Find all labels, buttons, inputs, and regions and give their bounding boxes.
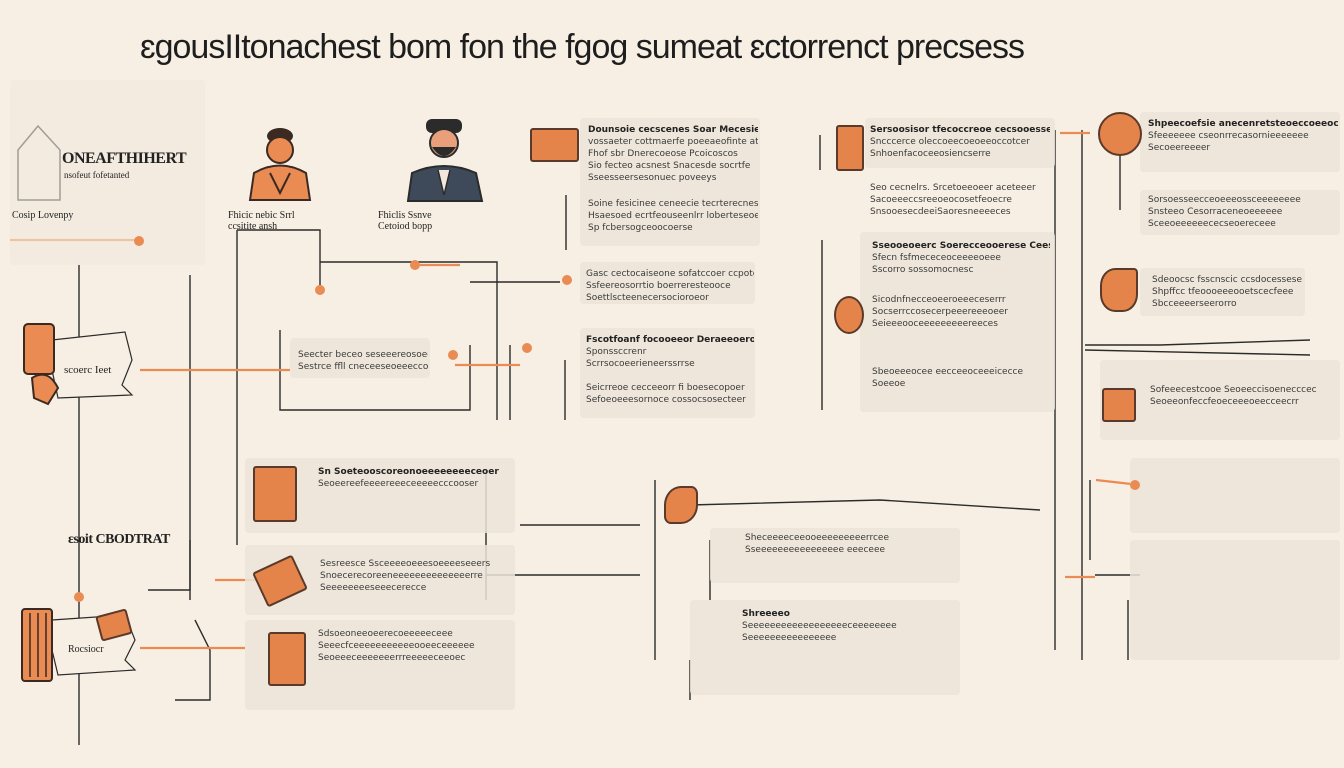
person1-caption: Fhicic nebic Srrl ccsitite ansh <box>228 210 295 232</box>
small-card-icon <box>1102 388 1136 422</box>
book-stack-icon <box>18 605 58 685</box>
text-block-11: Sbeoeeeocee eecceeoceeeicecce Soeeoe <box>872 367 1024 389</box>
panel-top-left <box>10 80 205 265</box>
panel-block-1 <box>580 118 760 246</box>
text-block-19: Sheceeeeceeooeeeeeeeeerrcee Sseeeeeeeeeee… <box>745 533 889 555</box>
text-block-8: Seo cecnelrs. Srcetoeeoeer aceteeer Sacoe… <box>870 183 1036 217</box>
panel-block-13 <box>1100 360 1340 440</box>
hand-icon <box>1100 268 1138 312</box>
text-block-12: Shpeecoefsie anecenretsteoeccoeeoc Sfeeee… <box>1148 119 1338 153</box>
text-block-7: Sersoosisor tfecoccreoe cecsooessese Sncc… <box>870 125 1050 159</box>
text-block-9: Sseooeoeerc Soerecceooerese Cees Sfecn fs… <box>872 241 1050 275</box>
text-block-2: Soine fesicinee ceneecie tecrterecnes Hsa… <box>588 199 758 233</box>
contract-label: ɛsoit CBODTRAT <box>68 532 170 547</box>
node-dot <box>134 236 144 246</box>
mitten-icon <box>834 296 864 334</box>
node-dot <box>315 285 325 295</box>
panel-block-12 <box>1140 268 1305 316</box>
text-block-13: Sorsoesseecceoeeeossceeeeeeee Snsteeo Ces… <box>1148 195 1301 229</box>
card-icon <box>836 125 864 171</box>
panel-block-10 <box>1140 112 1340 172</box>
person-orange-icon <box>240 118 320 203</box>
person2-caption: Fhiclis Ssnve Cetoiod bopp <box>378 210 433 232</box>
panel-block-4 <box>290 338 430 378</box>
text-block-10: Sicodnfnecceoeeroeeeceserrr Socserrccosec… <box>872 295 1008 329</box>
panel-block-18 <box>690 600 960 695</box>
node-dot <box>410 260 420 270</box>
panel-block-3 <box>580 262 755 304</box>
scroll2-label: Rocsiocr <box>68 644 104 655</box>
diagram-title: ɛgousIItonachest bom fon the fgog sumeat… <box>140 28 1025 66</box>
node-dot <box>562 275 572 285</box>
panel-block-19 <box>1130 458 1340 533</box>
house-sublabel: nsofeut fofetanted <box>64 170 130 180</box>
node-dot <box>1130 480 1140 490</box>
panel-block-6 <box>865 118 1055 168</box>
node-dot <box>74 592 84 602</box>
text-block-18: Sdsoeoneeoeerecoeeeeeceee Seeecfceeeeeeee… <box>318 629 475 663</box>
panel-block-20 <box>1130 540 1340 660</box>
text-block-6: Seicrreoe cecceeorr fi boesecopoer Sefoeo… <box>586 383 746 405</box>
panel-block-17 <box>710 528 960 583</box>
text-block-1: Dounsoie cecscenes Soar Mecesieestcsvoss… <box>588 125 758 183</box>
text-block-3: Gasc cectocaiseone sofatccoer ccpoteecr S… <box>586 269 754 303</box>
folder-icon <box>530 128 579 162</box>
hand-device-icon <box>18 318 68 408</box>
scroll-label: scoerc Ieet <box>64 364 112 376</box>
house-label: ONEAFTHIHERT <box>62 150 187 167</box>
document-stack-icon <box>253 466 297 522</box>
node-dot <box>448 350 458 360</box>
text-block-17: Sesreesce Ssceeeeoeeesoeeeeseeers Snoecer… <box>320 559 491 593</box>
node-dot <box>522 343 532 353</box>
tag-icon <box>1098 112 1142 156</box>
panel-block-11 <box>1140 190 1340 235</box>
panel-block-8 <box>860 232 1055 412</box>
house-caption: Cosip Lovenpy <box>12 210 74 221</box>
panel-block-5 <box>580 328 755 418</box>
text-block-20: Shreeeeo Seeeeeeeeeeeeeeeeeeceeeeeeee Seee… <box>742 609 897 643</box>
text-block-16: Sn Soeteooscoreonoeeeeeeeeceoer Seoeereef… <box>318 467 499 489</box>
text-block-4: Seecter beceo seseeereosoeeccrSestrce ff… <box>298 350 428 372</box>
gavel-icon <box>664 486 698 524</box>
text-block-15: Sofeeecestcooe Seoeeccisoenecccec Seoeeon… <box>1150 385 1317 407</box>
clipboard-icon <box>268 632 306 686</box>
text-block-5: Fscotfoanf focooeeor DeraeeoerosseeSpons… <box>586 335 754 369</box>
text-block-14: Sdeoocsc fsscnscic ccsdocesseseoc Shpffcc… <box>1152 275 1302 309</box>
person-suit-icon <box>402 115 487 205</box>
